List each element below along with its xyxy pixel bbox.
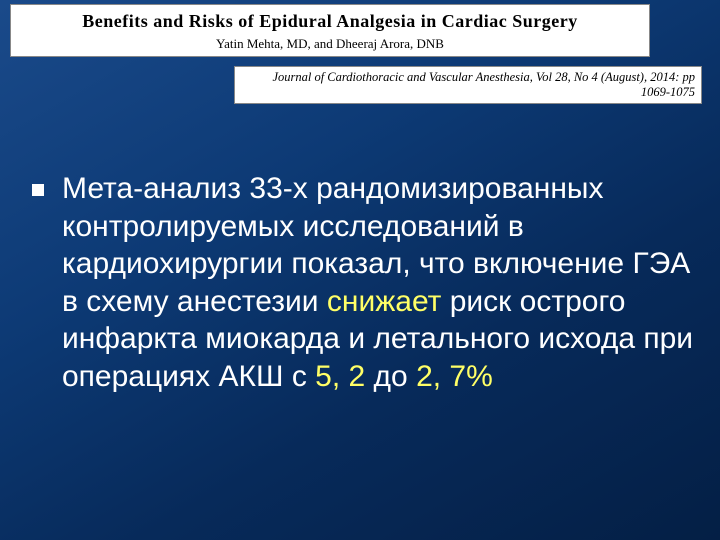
paper-authors: Yatin Mehta, MD, and Dheeraj Arora, DNB	[21, 36, 639, 52]
body-highlight: снижает	[327, 285, 442, 318]
body-area: Мета-анализ 33-х рандомизированных контр…	[32, 170, 696, 395]
header-box: Benefits and Risks of Epidural Analgesia…	[10, 4, 650, 57]
citation-box: Journal of Cardiothoracic and Vascular A…	[234, 66, 702, 104]
body-highlight: 5, 2	[315, 360, 365, 393]
paper-title: Benefits and Risks of Epidural Analgesia…	[21, 11, 639, 32]
bullet-icon	[32, 184, 44, 196]
body-highlight: 2, 7%	[416, 360, 493, 393]
citation-text: Journal of Cardiothoracic and Vascular A…	[241, 70, 695, 100]
body-paragraph: Мета-анализ 33-х рандомизированных контр…	[62, 170, 696, 395]
body-segment: до	[365, 360, 416, 393]
